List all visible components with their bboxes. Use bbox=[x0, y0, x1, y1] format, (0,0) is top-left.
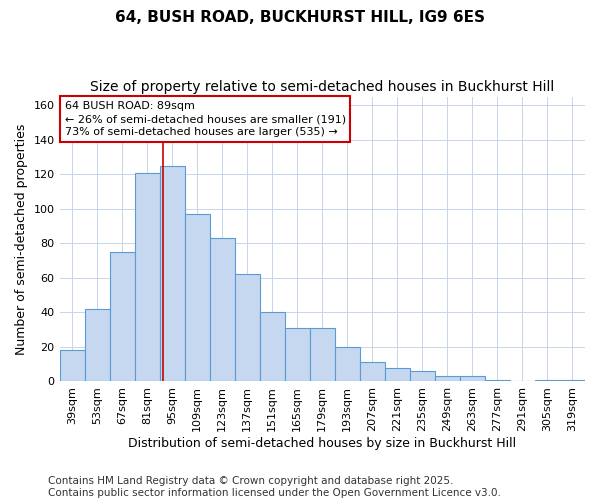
Bar bbox=[560, 380, 585, 382]
Bar bbox=[235, 274, 260, 382]
Text: 64, BUSH ROAD, BUCKHURST HILL, IG9 6ES: 64, BUSH ROAD, BUCKHURST HILL, IG9 6ES bbox=[115, 10, 485, 25]
Bar bbox=[335, 347, 360, 382]
Title: Size of property relative to semi-detached houses in Buckhurst Hill: Size of property relative to semi-detach… bbox=[90, 80, 554, 94]
Bar bbox=[360, 362, 385, 382]
Bar bbox=[310, 328, 335, 382]
X-axis label: Distribution of semi-detached houses by size in Buckhurst Hill: Distribution of semi-detached houses by … bbox=[128, 437, 517, 450]
Bar bbox=[209, 238, 235, 382]
Bar bbox=[435, 376, 460, 382]
Bar bbox=[260, 312, 285, 382]
Bar bbox=[485, 380, 510, 382]
Text: 64 BUSH ROAD: 89sqm
← 26% of semi-detached houses are smaller (191)
73% of semi-: 64 BUSH ROAD: 89sqm ← 26% of semi-detach… bbox=[65, 101, 346, 137]
Bar bbox=[134, 172, 160, 382]
Y-axis label: Number of semi-detached properties: Number of semi-detached properties bbox=[15, 124, 28, 354]
Text: Contains HM Land Registry data © Crown copyright and database right 2025.
Contai: Contains HM Land Registry data © Crown c… bbox=[48, 476, 501, 498]
Bar bbox=[160, 166, 185, 382]
Bar bbox=[85, 309, 110, 382]
Bar bbox=[535, 380, 560, 382]
Bar bbox=[110, 252, 134, 382]
Bar bbox=[460, 376, 485, 382]
Bar bbox=[59, 350, 85, 382]
Bar bbox=[185, 214, 209, 382]
Bar bbox=[385, 368, 410, 382]
Bar bbox=[285, 328, 310, 382]
Bar bbox=[410, 371, 435, 382]
